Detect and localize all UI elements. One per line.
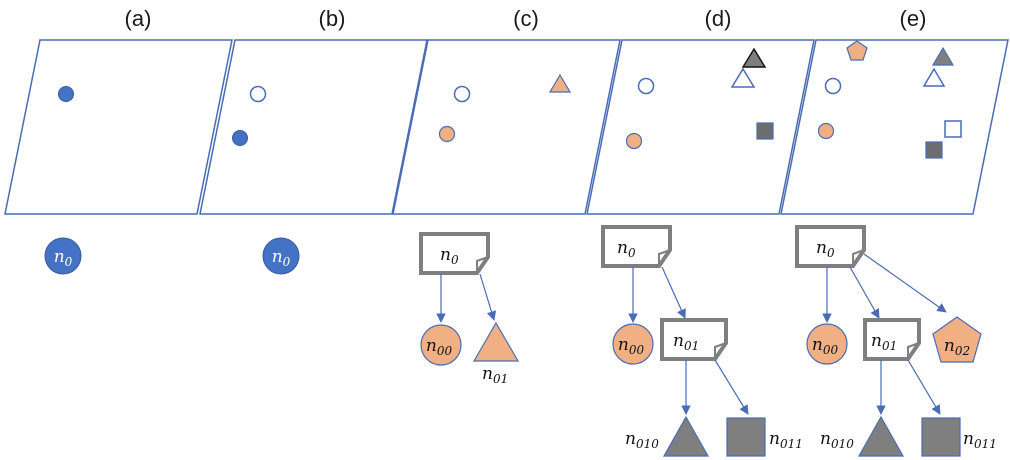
panel-e-frame <box>780 39 1009 215</box>
node-label-base: n <box>482 364 493 384</box>
point-circle-hollow <box>637 77 655 95</box>
tree-d-node-n01: n01 <box>660 318 728 361</box>
point-circle-hollow <box>824 77 842 95</box>
node-label-base: n <box>963 429 974 449</box>
tree-d-node-n010-label: n010 <box>625 429 659 451</box>
tree-c-edge-n0-n01 <box>479 273 497 321</box>
svg-text:n0: n0 <box>272 247 291 269</box>
tree-b-root-node: n0 <box>262 237 300 275</box>
node-label-sub: 00 <box>823 343 839 357</box>
tree-e-root-node: n0 <box>795 225 866 268</box>
node-label-sub: 0 <box>827 246 835 260</box>
point-pentagon-orange <box>846 40 868 61</box>
svg-text:n00: n00 <box>812 335 839 357</box>
tree-c-node-n01-label: n01 <box>482 364 508 386</box>
point-circle-blue <box>58 86 74 102</box>
svg-text:n02: n02 <box>944 336 970 358</box>
node-label-base: n <box>820 429 831 449</box>
point-square-hollow <box>944 120 962 138</box>
node-label-base: n <box>673 331 684 351</box>
svg-text:n0: n0 <box>617 238 636 260</box>
node-label-base: n <box>617 238 628 258</box>
tree-c-root-node: n0 <box>419 232 490 275</box>
tree-c-node-n01-shape <box>472 321 520 362</box>
tree-d-root-node: n0 <box>601 225 672 268</box>
node-label-base: n <box>769 429 780 449</box>
point-square-gray <box>756 122 774 140</box>
tree-d-edge-n0-n01 <box>661 266 686 319</box>
tree-d-edge-n01-n011 <box>714 359 749 415</box>
node-label-base: n <box>871 331 882 351</box>
tree-c-node-n00: n00 <box>420 324 462 366</box>
node-label-sub: 010 <box>831 437 854 451</box>
node-label-sub: 02 <box>955 344 970 358</box>
tree-a-root-node: n0 <box>44 237 82 275</box>
point-square-gray <box>925 141 943 159</box>
point-circle-orange <box>438 125 456 143</box>
point-circle-hollow <box>453 85 471 103</box>
node-label-sub: 0 <box>65 255 73 269</box>
node-label-base: n <box>618 335 629 355</box>
node-label-base: n <box>272 247 283 267</box>
tree-e-node-n010-shape <box>857 415 905 457</box>
tree-e-node-n011-shape <box>921 417 961 457</box>
node-label-sub: 0 <box>451 253 459 267</box>
panel-label-e: (e) <box>900 6 927 31</box>
tree-d-node-n011-shape <box>726 417 766 457</box>
tree-e-node-n02: n02 <box>932 316 982 363</box>
panel-c-frame <box>392 39 621 215</box>
point-triangle-gray <box>741 47 767 68</box>
point-circle-blue <box>232 130 248 146</box>
node-label-sub: 01 <box>493 372 508 386</box>
point-circle-orange <box>625 132 643 150</box>
point-triangle-hollow <box>922 67 946 87</box>
tree-e-node-n011-label: n011 <box>963 429 997 451</box>
tree-d-node-n010-shape <box>662 415 710 457</box>
node-label-sub: 01 <box>684 339 699 353</box>
node-label-sub: 010 <box>636 437 659 451</box>
svg-text:n0: n0 <box>54 247 73 269</box>
node-label-sub: 0 <box>283 255 291 269</box>
panel-label-d: (d) <box>705 6 732 31</box>
point-triangle-hollow <box>730 67 756 88</box>
node-label-sub: 01 <box>882 339 897 353</box>
panel-d-frame <box>586 39 815 215</box>
panel-a-frame <box>4 39 233 215</box>
point-triangle-orange <box>548 73 572 93</box>
tree-e-edge-n0-n01 <box>849 266 880 319</box>
tree-e-node-n010-label: n010 <box>820 429 854 451</box>
node-label-base: n <box>54 247 65 267</box>
tree-e-edge-n0-n02 <box>863 253 947 313</box>
node-label-base: n <box>625 429 636 449</box>
point-triangle-gray <box>931 46 955 66</box>
node-label-base: n <box>812 335 823 355</box>
svg-text:n01: n01 <box>871 331 897 353</box>
svg-text:n0: n0 <box>440 245 459 267</box>
tree-e-node-n00: n00 <box>806 323 848 365</box>
node-label-base: n <box>944 336 955 356</box>
panel-b-frame <box>199 39 428 215</box>
tree-d-node-n00: n00 <box>612 323 654 365</box>
node-label-base: n <box>440 245 451 265</box>
panel-label-a: (a) <box>125 6 152 31</box>
node-label-sub: 00 <box>437 344 453 358</box>
node-label-sub: 0 <box>628 246 636 260</box>
point-circle-orange <box>817 122 835 140</box>
point-circle-hollow <box>249 85 267 103</box>
svg-text:n0: n0 <box>816 238 835 260</box>
tree-d-node-n011-label: n011 <box>769 429 803 451</box>
tree-e-node-n01: n01 <box>863 318 921 361</box>
node-label-base: n <box>816 238 827 258</box>
node-label-base: n <box>426 336 437 356</box>
svg-text:n01: n01 <box>673 331 699 353</box>
node-label-sub: 011 <box>780 437 803 451</box>
node-label-sub: 00 <box>629 343 645 357</box>
panel-label-c: (c) <box>513 6 539 31</box>
tree-e-edge-n01-n011 <box>907 359 941 415</box>
svg-text:n00: n00 <box>618 335 645 357</box>
node-label-sub: 011 <box>974 437 997 451</box>
svg-text:n00: n00 <box>426 336 453 358</box>
panel-label-b: (b) <box>319 6 346 31</box>
